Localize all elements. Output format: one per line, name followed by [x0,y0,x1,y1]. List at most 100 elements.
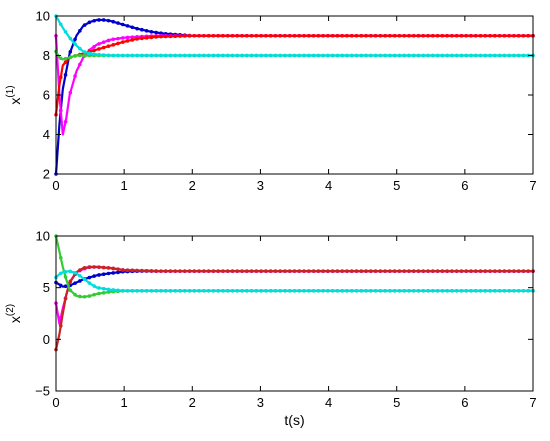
series-point-1-2 [392,269,397,273]
series-point-1-2 [283,269,287,273]
series-point-1-4 [426,288,430,293]
series-point-0-2 [221,33,225,38]
series-point-0-2 [407,33,411,38]
series-point-0-4 [173,53,178,58]
series-point-0-2 [521,33,526,38]
series-point-1-3 [73,292,77,297]
series-point-0-2 [369,33,373,38]
series-point-1-4 [283,288,287,293]
series-point-1-2 [230,269,235,273]
series-point-1-4 [493,288,497,293]
series-point-0-0 [120,22,125,27]
series-point-1-0 [63,284,68,289]
series-point-0-2 [354,33,359,38]
series-point-0-2 [140,36,144,41]
series-point-0-4 [516,53,521,58]
series-point-0-4 [278,53,282,58]
series-point-1-0 [92,274,96,278]
series-point-1-2 [87,265,92,269]
series-point-1-4 [182,288,187,293]
series-point-0-2 [488,33,492,38]
series-point-1-2 [354,269,359,273]
series-point-0-4 [326,53,330,58]
series-point-1-4 [469,288,473,293]
series-point-0-2 [345,33,349,38]
series-point-1-2 [144,268,149,273]
series-point-1-4 [421,288,426,293]
series-point-0-4 [459,53,464,58]
series-point-0-4 [73,42,77,46]
series-point-0-2 [378,33,383,38]
series-point-1-2 [469,269,473,273]
series-point-1-2 [369,269,373,273]
series-point-1-2 [225,269,230,273]
series-point-0-2 [182,34,187,38]
series-point-0-4 [421,53,426,58]
series-point-0-4 [373,53,378,58]
series-point-0-2 [526,33,531,38]
series-point-0-4 [249,53,254,58]
series-point-0-4 [135,53,139,58]
series-point-1-4 [464,288,469,293]
series-point-0-4 [58,22,63,27]
series-point-0-4 [68,36,73,41]
series-point-1-2 [206,269,211,273]
series-point-1-4 [478,288,483,293]
x-tick-label: 1 [121,178,128,193]
series-point-0-4 [431,53,435,58]
series-point-0-2 [464,33,469,38]
series-point-0-2 [149,35,154,40]
series-point-0-1 [111,37,116,42]
series-point-0-4 [302,53,306,58]
series-point-0-2 [225,33,230,38]
series-point-0-4 [206,53,211,58]
series-point-1-4 [345,288,349,293]
y-tick-label: 0 [43,332,50,347]
series-point-0-3 [73,54,77,58]
series-point-0-2 [383,33,387,38]
series-point-1-4 [373,288,378,293]
series-point-1-2 [502,269,507,273]
series-point-0-2 [206,33,211,38]
series-point-0-3 [82,53,87,58]
series-point-0-2 [431,33,435,38]
series-point-1-4 [340,288,345,293]
series-point-1-4 [259,288,263,293]
series-point-0-0 [97,18,101,22]
series-point-1-4 [101,286,106,291]
series-point-0-4 [116,53,120,58]
series-point-1-2 [335,269,340,273]
series-point-1-2 [454,269,459,273]
series-point-1-2 [450,269,454,273]
series-point-0-4 [321,53,325,58]
series-point-0-2 [254,33,259,38]
series-point-1-4 [454,288,459,293]
series-point-1-2 [311,269,316,273]
series-point-0-4 [359,53,364,58]
series-point-0-2 [173,34,178,39]
series-line-1-2 [54,265,533,350]
series-point-0-2 [512,33,516,38]
y-tick-label: 10 [36,229,50,244]
series-point-0-4 [330,53,335,58]
series-point-0-0 [125,24,130,28]
series-point-1-4 [445,288,449,293]
series-point-1-0 [87,275,92,280]
y-tick-label: 2 [43,167,50,182]
series-point-1-2 [97,265,101,269]
series-point-1-4 [407,288,411,293]
series-point-1-2 [111,266,116,271]
series-point-1-4 [268,288,273,293]
x-tick-label: 3 [257,178,264,193]
series-point-0-4 [469,53,473,58]
x-tick-label: 2 [189,178,196,193]
series-point-0-2 [392,33,397,38]
series-point-0-2 [135,37,139,41]
series-point-1-4 [82,277,87,282]
series-point-0-4 [316,53,321,58]
series-point-0-2 [316,33,321,38]
series-point-0-1 [116,36,120,41]
axes-frame [55,235,534,392]
series-point-1-2 [316,269,321,273]
series-point-1-2 [302,269,306,273]
